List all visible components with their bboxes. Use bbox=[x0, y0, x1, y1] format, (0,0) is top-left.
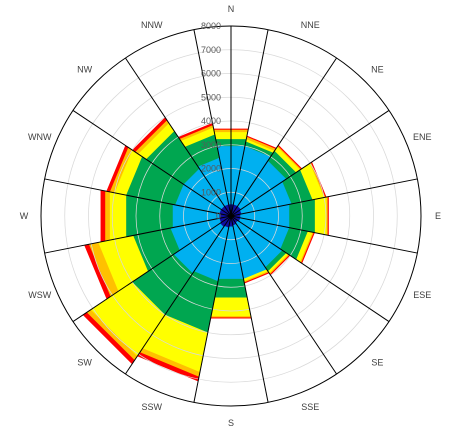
spoke-10 bbox=[72, 215, 232, 322]
direction-label-s: S bbox=[228, 418, 234, 428]
spoke-9 bbox=[125, 215, 232, 375]
spoke-15 bbox=[193, 29, 232, 217]
direction-label-ene: ENE bbox=[413, 132, 432, 142]
direction-label-ssw: SSW bbox=[142, 402, 163, 412]
spoke-11 bbox=[44, 215, 232, 254]
tick-label-6000: 6000 bbox=[201, 69, 221, 79]
direction-label-nw: NW bbox=[77, 65, 92, 75]
direction-label-ne: NE bbox=[371, 65, 384, 75]
direction-label-sw: SW bbox=[77, 357, 92, 367]
spoke-2 bbox=[230, 110, 390, 217]
spoke-4 bbox=[230, 215, 418, 254]
direction-label-nne: NNE bbox=[301, 20, 320, 30]
direction-label-wsw: WSW bbox=[28, 290, 51, 300]
tick-label-0: 0 bbox=[216, 211, 221, 221]
tick-label-4000: 4000 bbox=[201, 116, 221, 126]
radial-tick-labels: 0 1000 2000 3000 4000 5000 6000 7000 8000 bbox=[201, 21, 221, 221]
tick-label-1000: 1000 bbox=[201, 187, 221, 197]
spoke-8 bbox=[193, 215, 232, 403]
direction-label-wnw: WNW bbox=[28, 132, 52, 142]
tick-label-2000: 2000 bbox=[201, 164, 221, 174]
spoke-6 bbox=[230, 215, 337, 375]
spoke-1 bbox=[230, 57, 337, 217]
tick-label-7000: 7000 bbox=[201, 45, 221, 55]
direction-label-e: E bbox=[435, 211, 441, 221]
spoke-5 bbox=[230, 215, 390, 322]
spoke-12 bbox=[44, 178, 232, 217]
tick-label-3000: 3000 bbox=[201, 140, 221, 150]
direction-label-nnw: NNW bbox=[141, 20, 163, 30]
spokes bbox=[44, 26, 418, 403]
tick-label-5000: 5000 bbox=[201, 92, 221, 102]
spoke-7 bbox=[230, 215, 269, 403]
direction-label-se: SE bbox=[371, 357, 383, 367]
direction-label-sse: SSE bbox=[301, 402, 319, 412]
direction-label-n: N bbox=[228, 4, 235, 14]
spoke-13 bbox=[72, 110, 232, 217]
direction-label-w: W bbox=[20, 211, 29, 221]
direction-label-ese: ESE bbox=[413, 290, 431, 300]
spoke-3 bbox=[230, 178, 418, 217]
spoke-14 bbox=[125, 57, 232, 217]
spoke-0 bbox=[230, 29, 269, 217]
direction-labels: N NNE NE ENE E ESE SE SSE S SSW SW WSW W WNW NW NNW bbox=[20, 4, 441, 428]
tick-label-8000: 8000 bbox=[201, 21, 221, 31]
